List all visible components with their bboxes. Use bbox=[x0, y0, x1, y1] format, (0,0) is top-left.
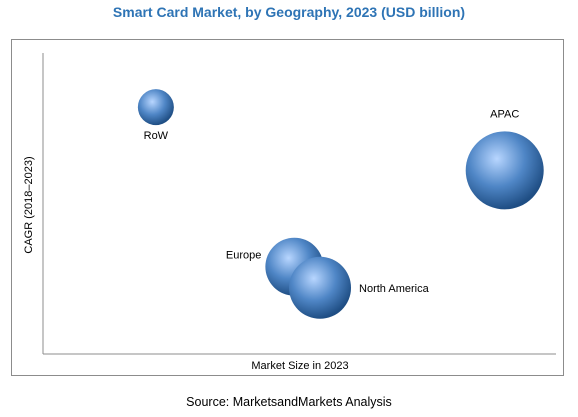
chart-title: Smart Card Market, by Geography, 2023 (U… bbox=[112, 4, 466, 20]
bubble-row bbox=[137, 89, 174, 126]
bubble-label-apac: APAC bbox=[490, 108, 519, 120]
bubble-label-north-america: North America bbox=[359, 283, 430, 295]
bubble-series: RoW APAC Europe North America bbox=[137, 89, 544, 319]
y-axis-label: CAGR (2018–2023) bbox=[23, 156, 35, 253]
chart-frame bbox=[11, 39, 564, 376]
bubble-label-europe: Europe bbox=[226, 250, 261, 262]
source-note: Source: MarketsandMarkets Analysis bbox=[186, 395, 392, 409]
bubble-apac bbox=[465, 131, 544, 210]
bubble-label-row: RoW bbox=[144, 130, 169, 142]
bubble-north-america bbox=[289, 256, 352, 319]
x-axis-label: Market Size in 2023 bbox=[251, 360, 348, 372]
